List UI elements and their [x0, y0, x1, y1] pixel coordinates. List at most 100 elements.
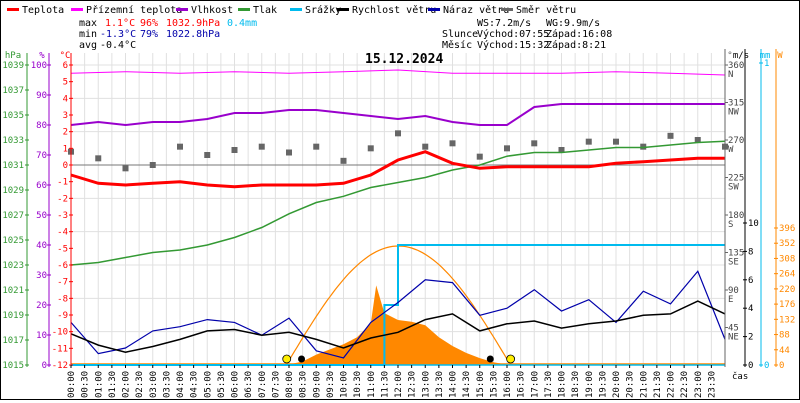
temperature-axis-tick-label: 5: [63, 78, 68, 88]
x-axis-tick-label: 03:30: [162, 371, 172, 398]
pressure-axis-tick-label: 1037: [2, 86, 24, 96]
humidity-axis-tick-label: 40: [36, 241, 47, 251]
stat-max-temp: 1.1°C: [105, 18, 135, 29]
humidity-axis-tick-label: 70: [36, 151, 47, 161]
humidity-axis-tick-label: 100: [31, 61, 47, 71]
wind-direction-point: [95, 155, 102, 162]
stat-max-rain: 0.4mm: [227, 18, 257, 29]
stat-max-label: max: [79, 18, 97, 29]
wind-gust-line: [70, 270, 726, 359]
x-axis-tick-label: 23:30: [707, 371, 717, 398]
pressure-axis-tick-label: 1015: [2, 361, 24, 371]
temperature-axis-tick-label: -10: [52, 328, 68, 338]
wind-direction-point: [667, 132, 674, 139]
pressure-axis-tick-label: 1025: [2, 236, 24, 246]
temperature-axis-tick-label: 6: [63, 61, 68, 71]
wind-direction-cardinal-label: S: [728, 220, 733, 230]
temperature-axis-tick-label: -9: [57, 311, 68, 321]
wind-direction-point: [504, 145, 510, 152]
x-axis-tick-label: 19:30: [598, 371, 608, 398]
wind-direction-point: [122, 165, 129, 172]
wind-direction-cardinal-label: N: [728, 70, 733, 80]
chart-title: 15.12.2024: [365, 52, 443, 67]
wind-speed-unit-label: m/s: [733, 51, 749, 61]
legend-item-label: Náraz větru: [443, 4, 509, 16]
x-axis-tick-label: 04:00: [176, 371, 186, 398]
humidity-axis-tick-label: 80: [36, 121, 47, 131]
pressure-axis-tick-label: 1033: [2, 136, 24, 146]
x-axis-tick-label: 13:30: [435, 371, 445, 398]
pressure-axis-tick-label: 1023: [2, 261, 24, 271]
temperature-axis-tick-label: -4: [57, 228, 68, 238]
x-axis-tick-label: 08:30: [299, 371, 309, 398]
x-axis-tick-label: 03:00: [149, 371, 159, 398]
plot-area: [68, 69, 728, 366]
solar-axis-tick-label: 132: [779, 315, 795, 325]
x-axis-tick-label: 18:00: [558, 371, 568, 398]
temperature-unit-label: °C: [60, 51, 71, 61]
stats-block: max 1.1°C 96% 1032.9hPa 0.4mm min -1.3°C…: [79, 18, 612, 51]
pressure-axis-tick-label: 1029: [2, 186, 24, 196]
temperature-axis-tick-label: -5: [57, 244, 68, 254]
wind-direction-point: [640, 143, 647, 150]
x-axis-tick-label: 12:30: [408, 371, 418, 398]
wind-direction-cardinal-label: SE: [728, 258, 739, 268]
x-axis-tick-label: 22:30: [680, 371, 690, 398]
x-axis-tick-label: 18:30: [571, 371, 581, 398]
stat-avg-temp: -0.4°C: [100, 40, 136, 51]
x-axis-tick-label: 07:30: [271, 371, 281, 398]
solar-axis-tick-label: 44: [779, 346, 790, 356]
wind-speed-axis-tick-label: 2: [748, 333, 753, 343]
wind-direction-cardinal-label: NE: [728, 333, 739, 343]
wind-direction-point: [395, 130, 401, 137]
wind-direction-point: [558, 147, 565, 153]
humidity-unit-label: %: [39, 51, 45, 61]
legend-item-label: Srážky: [305, 4, 341, 16]
temperature-axis-tick-label: -1: [57, 178, 68, 188]
wind-direction-point: [204, 152, 211, 158]
wind-direction-point: [258, 143, 265, 150]
stat-max-pressure: 1032.9hPa: [166, 18, 220, 29]
humidity-line: [70, 103, 725, 127]
humidity-axis-tick-label: 10: [36, 331, 47, 341]
wind-direction-cardinal-label: SW: [728, 183, 739, 193]
stat-min-pressure: 1022.8hPa: [166, 29, 220, 40]
x-axis-tick-label: 09:30: [326, 371, 336, 398]
legend-item-label: Přízemní teplota: [86, 4, 182, 16]
humidity-axis-tick-label: 90: [36, 91, 47, 101]
x-axis-tick-label: 22:00: [667, 371, 677, 398]
x-axis-tick-label: 20:00: [612, 371, 622, 398]
x-axis-tick-label: 02:00: [122, 371, 132, 398]
legend-item-label: Směr větru: [516, 4, 576, 16]
humidity-axis-tick-label: 0: [42, 361, 47, 371]
x-axis-tick-label: 21:30: [653, 371, 663, 398]
wind-direction-tick-label: 270: [728, 136, 744, 146]
sunset-marker: [506, 354, 516, 364]
rain-unit-label: mm: [760, 51, 771, 61]
legend-swatch: [238, 8, 250, 11]
pressure-axis-tick-label: 1017: [2, 336, 24, 346]
pressure-unit-label: hPa: [5, 51, 21, 61]
x-axis-tick-label: 09:00: [312, 371, 322, 398]
wind-direction-cardinal-label: NW: [728, 108, 739, 118]
temperature-axis-tick-label: 0: [63, 161, 68, 171]
pressure-axis-tick-label: 1021: [2, 286, 24, 296]
x-axis-tick-label: 04:30: [190, 371, 200, 398]
sun-rise: Východ:07:55: [477, 28, 549, 40]
wind-direction-tick-label: 180: [728, 211, 744, 221]
axes: hPa% °C ° m/s mm W103910371035103310311029102…: [2, 49, 795, 398]
legend-swatch: [337, 8, 349, 11]
temperature-axis-tick-label: 2: [63, 128, 68, 138]
temperature-axis-tick-label: -2: [57, 194, 68, 204]
solar-axis-tick-label: 396: [779, 224, 795, 234]
stat-min-temp: -1.3°C: [100, 29, 136, 40]
humidity-axis-tick-label: 50: [36, 211, 47, 221]
temperature-axis-tick-label: -3: [57, 211, 68, 221]
wind-direction-point: [286, 149, 292, 156]
x-axis-tick-label: 16:30: [517, 371, 527, 398]
solar-unit-label: W: [777, 51, 783, 61]
wind-direction-point: [422, 143, 429, 150]
legend-swatch: [290, 8, 302, 11]
pressure-axis-tick-label: 1027: [2, 211, 24, 221]
